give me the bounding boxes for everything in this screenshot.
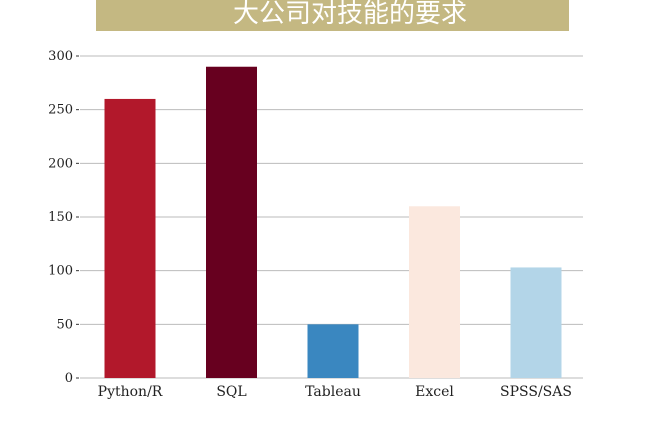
x-tick-label: Excel [415,384,454,400]
title-banner [96,0,569,31]
x-tick-label: SQL [216,384,246,400]
y-tick-label: 300 [48,49,73,64]
bar-excel [409,206,460,378]
bar-sql [206,66,257,378]
x-axis: Python/R SQL Tableau Excel SPSS/SAS [98,384,572,400]
x-tick-label: SPSS/SAS [500,384,572,400]
y-tick-label: 0 [65,371,73,386]
chart-title: 大公司对技能的要求 [233,0,467,29]
y-tick-label: 50 [56,317,73,332]
x-tick-label: Python/R [98,384,163,400]
y-tick-label: 100 [48,264,73,279]
y-tick-label: 250 [48,103,73,118]
y-tick-label: 200 [48,156,73,171]
bars [104,66,562,378]
bar-spss-sas [510,267,562,378]
y-tick-label: 150 [48,210,73,225]
bar-python-r [104,98,156,378]
bar-tableau [307,324,359,378]
x-tick-label: Tableau [305,384,361,400]
y-axis: 0 50 100 150 200 250 300 [48,49,79,386]
